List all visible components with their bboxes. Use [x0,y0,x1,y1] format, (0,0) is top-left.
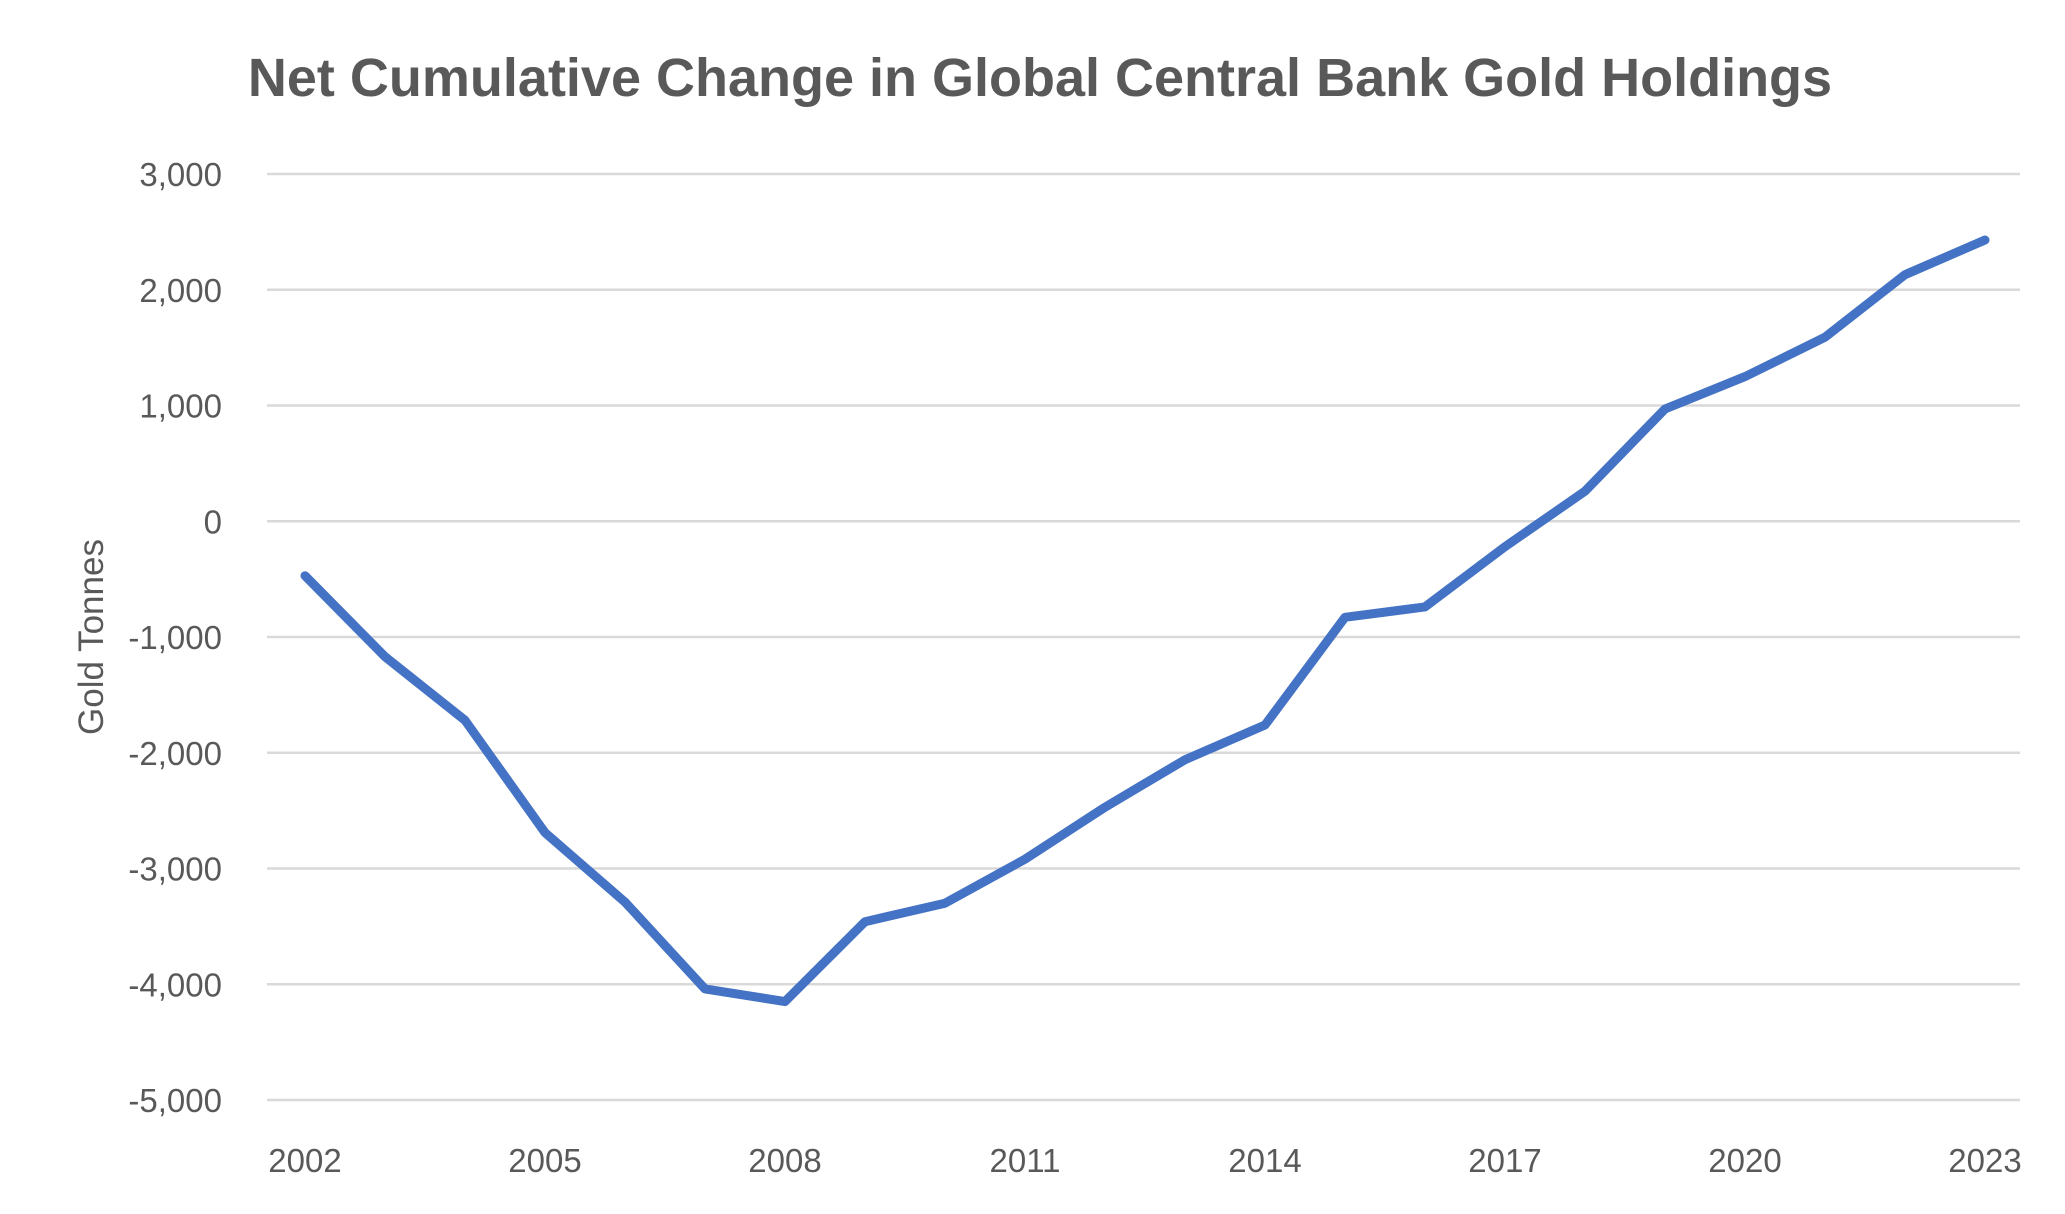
x-tick-label: 2005 [508,1142,581,1179]
y-tick-label: -3,000 [128,851,222,888]
x-tick-label: 2011 [990,1142,1061,1179]
series-layer [300,235,1990,1007]
x-tick-label: 2023 [1948,1142,2021,1179]
y-tick-label: 3,000 [139,156,222,193]
y-tick-label: -1,000 [128,619,222,656]
y-tick-label: -5,000 [128,1082,222,1119]
x-tick-label: 2014 [1228,1142,1301,1179]
y-axis-title: Gold Tonnes [72,539,111,735]
chart-title: Net Cumulative Change in Global Central … [248,48,1832,108]
y-axis-tick-labels: 3,000 2,000 1,000 0 -1,000 -2,000 -3,000 -4,000… [128,156,222,1119]
y-tick-label: 2,000 [139,272,222,309]
x-axis-tick-labels: 2002 2005 2008 2011 2014 2017 2020 2023 [268,1142,2021,1179]
y-tick-label: -4,000 [128,966,222,1003]
y-tick-label: 0 [204,503,222,540]
x-tick-label: 2020 [1708,1142,1781,1179]
x-tick-label: 2008 [748,1142,821,1179]
gridlines [267,172,2020,1102]
y-tick-label: 1,000 [139,388,222,425]
y-tick-label: -2,000 [128,735,222,772]
series-line [300,235,1990,1007]
x-tick-label: 2002 [268,1142,341,1179]
x-tick-label: 2017 [1468,1142,1541,1179]
